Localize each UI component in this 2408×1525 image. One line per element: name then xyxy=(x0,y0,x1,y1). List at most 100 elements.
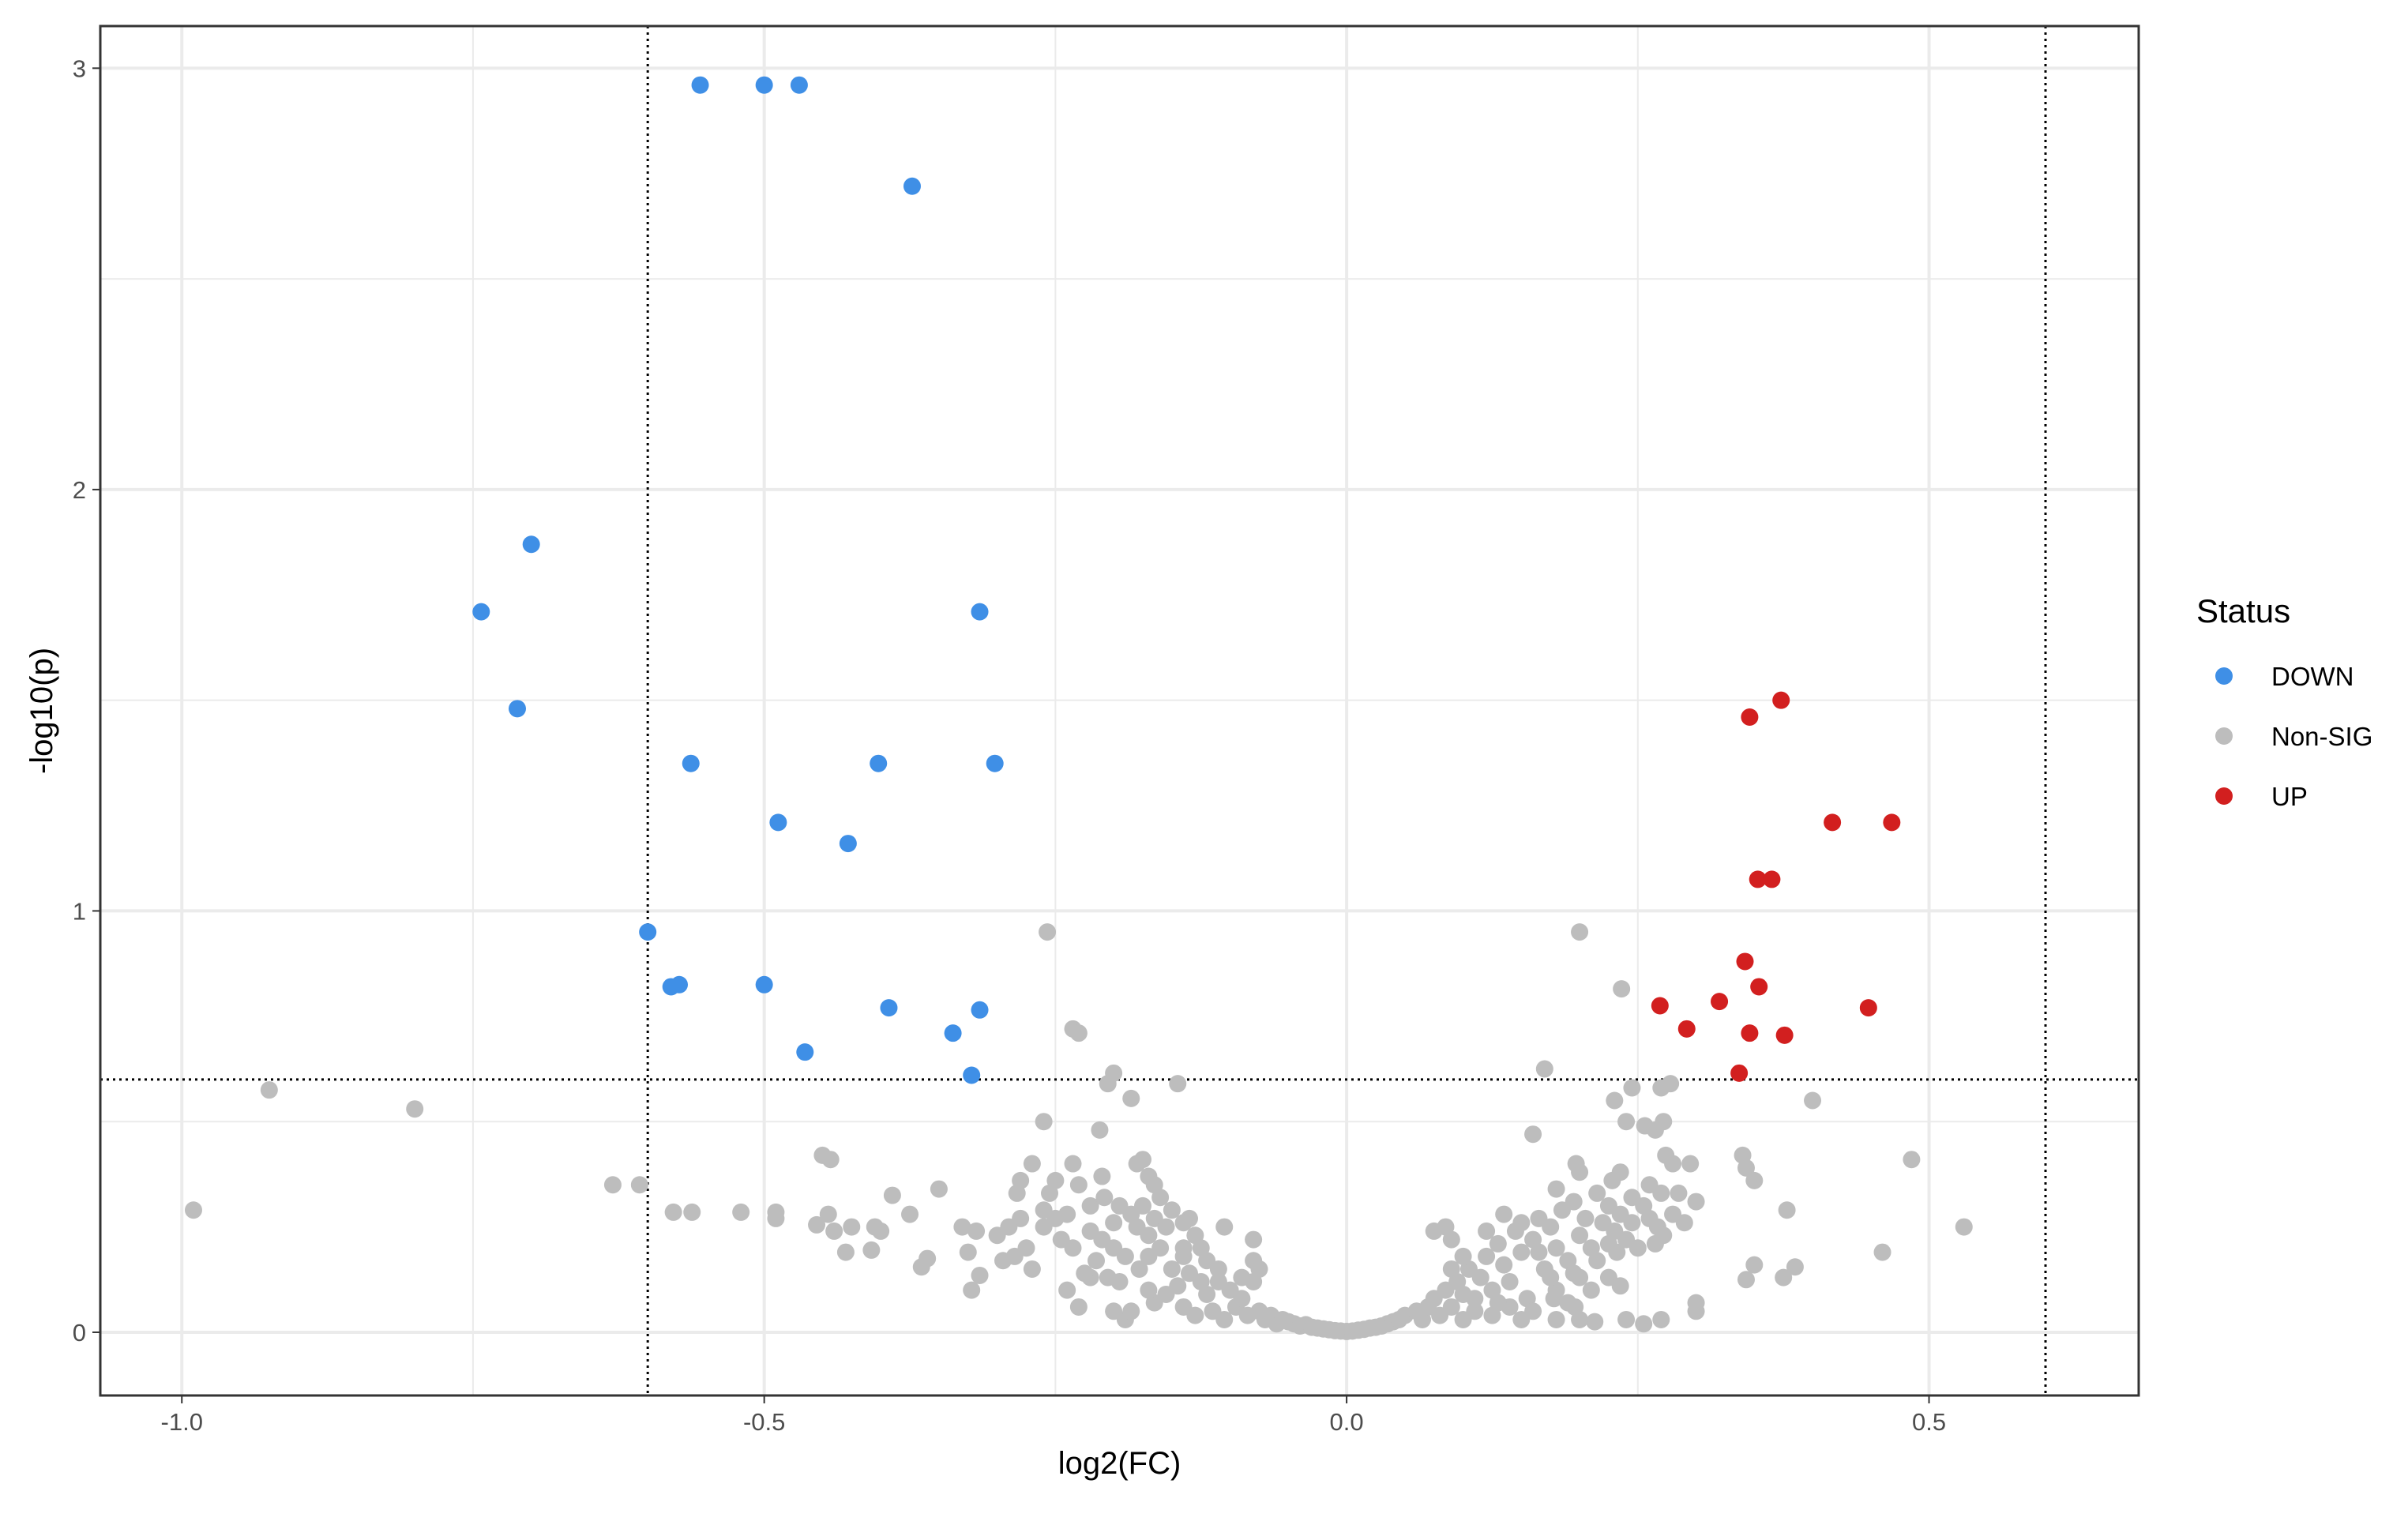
data-point xyxy=(1652,1184,1670,1202)
data-point xyxy=(1824,813,1842,832)
data-point xyxy=(1542,1218,1560,1236)
data-point xyxy=(1442,1230,1460,1249)
data-point xyxy=(1652,1310,1670,1328)
data-point xyxy=(836,1243,855,1261)
data-point xyxy=(1023,1260,1041,1278)
data-point xyxy=(1613,980,1631,998)
data-point xyxy=(683,1203,701,1221)
legend-label: DOWN xyxy=(2271,662,2354,691)
points-up xyxy=(1651,691,1901,1082)
data-point xyxy=(1547,1310,1565,1328)
data-point xyxy=(1008,1184,1026,1202)
data-point xyxy=(1174,1247,1193,1265)
data-point xyxy=(971,1001,989,1019)
data-point xyxy=(1623,1214,1641,1232)
y-axis-title: -log10(p) xyxy=(24,648,59,774)
data-point xyxy=(1495,1205,1513,1223)
data-point xyxy=(1163,1260,1181,1278)
data-point xyxy=(1130,1260,1148,1278)
data-point xyxy=(1772,691,1790,709)
data-point xyxy=(1736,952,1754,971)
data-point xyxy=(903,177,921,195)
data-point xyxy=(1664,1155,1682,1173)
data-point xyxy=(1192,1272,1210,1290)
data-point xyxy=(732,1203,750,1221)
data-point xyxy=(883,1186,901,1204)
data-point xyxy=(1512,1243,1531,1261)
data-point xyxy=(1635,1315,1653,1333)
data-point xyxy=(769,813,787,832)
data-point xyxy=(1233,1268,1251,1286)
points-non-sig xyxy=(184,923,1973,1340)
data-point xyxy=(1069,1298,1088,1316)
data-point xyxy=(944,1024,962,1042)
data-point xyxy=(1611,1277,1629,1295)
data-point xyxy=(1140,1281,1158,1299)
data-point xyxy=(967,1222,986,1240)
data-point xyxy=(1186,1306,1204,1324)
data-point xyxy=(1582,1281,1600,1299)
data-point xyxy=(1741,708,1759,727)
data-point xyxy=(1151,1189,1170,1207)
data-point xyxy=(1687,1193,1705,1211)
data-point xyxy=(1163,1201,1181,1219)
data-point xyxy=(1093,1167,1111,1185)
data-point xyxy=(1675,1214,1693,1232)
data-point xyxy=(1565,1193,1583,1211)
data-point xyxy=(1442,1298,1460,1316)
data-point xyxy=(1687,1302,1705,1320)
data-point xyxy=(819,1205,837,1223)
data-point xyxy=(1081,1196,1099,1215)
data-point xyxy=(880,999,898,1017)
data-point xyxy=(691,76,709,94)
data-point xyxy=(1076,1264,1094,1283)
data-point xyxy=(1617,1113,1636,1131)
panel-border xyxy=(99,24,2140,1397)
data-point xyxy=(1023,1155,1041,1173)
data-point xyxy=(1099,1268,1117,1286)
data-point xyxy=(1095,1189,1114,1207)
data-point xyxy=(1576,1209,1595,1227)
data-point xyxy=(1670,1184,1688,1202)
data-point xyxy=(1064,1239,1082,1257)
data-point xyxy=(508,700,526,718)
data-point xyxy=(971,603,989,621)
data-point xyxy=(1151,1239,1170,1257)
data-point xyxy=(1035,1201,1053,1219)
data-point xyxy=(1640,1209,1659,1227)
data-point xyxy=(1804,1091,1822,1110)
data-point xyxy=(1478,1222,1496,1240)
data-point xyxy=(1873,1243,1891,1261)
data-point xyxy=(839,835,857,853)
data-point xyxy=(1099,1075,1117,1093)
data-point xyxy=(1088,1252,1106,1270)
data-point xyxy=(1091,1121,1109,1139)
data-point xyxy=(1512,1310,1531,1328)
data-point xyxy=(1466,1290,1484,1308)
data-point xyxy=(522,535,540,554)
x-tick-label: -1.0 xyxy=(161,1408,203,1436)
data-point xyxy=(1471,1268,1490,1286)
data-point xyxy=(184,1201,202,1219)
data-point xyxy=(1122,1302,1140,1320)
data-point xyxy=(912,1258,930,1276)
data-point xyxy=(1489,1294,1507,1312)
data-point xyxy=(994,1252,1012,1270)
x-tick-label: 0.0 xyxy=(1330,1408,1364,1436)
data-point xyxy=(1535,1060,1553,1078)
data-point xyxy=(1681,1155,1700,1173)
data-point xyxy=(1741,1024,1759,1042)
data-point xyxy=(1039,923,1057,941)
y-tick-label: 3 xyxy=(73,54,86,82)
data-point xyxy=(821,1151,840,1169)
data-point xyxy=(901,1205,919,1223)
x-axis-ticks: -1.0 -0.5 0.0 0.5 xyxy=(161,1395,1946,1436)
data-point xyxy=(1069,1024,1088,1042)
data-point xyxy=(1524,1125,1542,1144)
data-point xyxy=(808,1215,826,1234)
data-point xyxy=(1035,1113,1053,1131)
data-point xyxy=(1157,1218,1175,1236)
data-point xyxy=(870,754,888,772)
data-point xyxy=(1215,1218,1234,1236)
data-point xyxy=(1041,1184,1059,1202)
